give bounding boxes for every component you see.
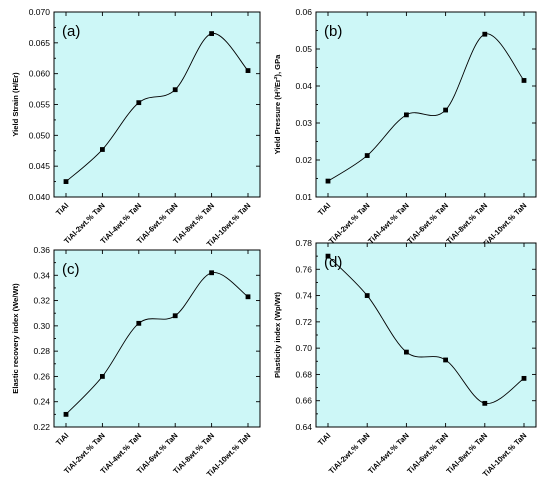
x-tick-label: TiAl [316, 201, 332, 217]
x-tick-label: TiAl-4wt.% TaN [366, 431, 411, 476]
y-tick-label: 0.68 [295, 369, 312, 379]
y-tick-label: 0.72 [295, 317, 312, 327]
data-point [482, 400, 488, 406]
y-tick-label: 0.01 [295, 192, 312, 202]
y-tick-label: 0.02 [295, 155, 312, 165]
data-point [63, 411, 69, 417]
y-tick-label: 0.76 [295, 264, 312, 274]
data-point [482, 31, 488, 37]
data-point [136, 320, 142, 326]
x-tick-label: TiAl [316, 431, 332, 447]
series-line [327, 255, 525, 404]
y-tick-label: 0.34 [33, 270, 50, 280]
panel-tag: (b) [324, 23, 342, 40]
series-line [65, 272, 249, 415]
data-point [136, 100, 142, 106]
data-point [245, 68, 251, 73]
plot-area [315, 242, 537, 428]
plot-area [53, 249, 261, 428]
data-point [245, 294, 251, 300]
x-tick-label: TiAl [54, 201, 70, 217]
y-axis-title: Elastic recovery index (We/Wt) [11, 283, 20, 394]
y-tick-label: 0.045 [29, 161, 51, 171]
y-tick-label: 0.32 [33, 296, 50, 306]
plot-area [53, 11, 261, 198]
chart-panel-3: 0.220.240.260.280.300.320.340.36TiAlTiAl… [11, 245, 261, 477]
data-point [404, 112, 409, 118]
data-point [404, 349, 409, 355]
y-axis-title: Yield Strain (H/Er) [11, 72, 20, 137]
chart-panel-1: 0.0400.0450.0500.0550.0600.0650.070TiAlT… [11, 7, 261, 249]
chart-panel-4: 0.640.660.680.700.720.740.760.78TiAlTiAl… [273, 238, 537, 477]
y-tick-label: 0.03 [295, 118, 312, 128]
data-point [100, 374, 105, 379]
series-line [65, 33, 249, 182]
y-tick-label: 0.050 [29, 130, 51, 140]
y-tick-label: 0.05 [295, 44, 312, 54]
panel-tag: (a) [62, 23, 80, 40]
data-point [364, 293, 370, 298]
y-tick-label: 0.055 [29, 100, 51, 110]
data-point [443, 357, 448, 363]
y-tick-label: 0.070 [29, 7, 51, 17]
panel-tag: (c) [62, 261, 80, 278]
data-point [364, 153, 370, 158]
data-point [172, 87, 178, 93]
x-tick-label: TiAl-2wt.% TaN [327, 201, 372, 246]
y-tick-label: 0.30 [33, 321, 50, 331]
data-point [209, 31, 214, 36]
data-point [100, 147, 105, 152]
y-tick-label: 0.060 [29, 69, 51, 79]
x-tick-label: TiAl [54, 431, 70, 447]
x-tick-label: TiAl-6wt.% TaN [405, 431, 450, 476]
plot-area [315, 11, 537, 198]
y-tick-label: 0.64 [295, 422, 312, 432]
data-point [443, 107, 448, 113]
y-tick-label: 0.22 [33, 422, 50, 432]
data-point [172, 313, 178, 319]
x-tick-label: TiAl-6wt.% TaN [405, 201, 450, 246]
data-point [209, 270, 214, 276]
y-tick-label: 0.36 [33, 245, 50, 255]
y-tick-label: 0.065 [29, 38, 51, 48]
y-axis-title: Yield Pressure (H³/Er²), GPa [273, 54, 282, 155]
y-tick-label: 0.74 [295, 291, 312, 301]
y-tick-label: 0.24 [33, 397, 50, 407]
data-point [325, 253, 331, 259]
y-tick-label: 0.28 [33, 346, 50, 356]
x-tick-label: TiAl-8wt.% TaN [445, 431, 490, 476]
data-point [63, 179, 69, 184]
data-point [521, 78, 527, 83]
y-tick-label: 0.78 [295, 238, 312, 248]
data-point [521, 375, 527, 381]
x-tick-label: TiAl-4wt.% TaN [366, 201, 411, 246]
x-tick-label: TiAl-8wt.% TaN [445, 201, 490, 246]
y-tick-label: 0.70 [295, 343, 312, 353]
y-tick-label: 0.040 [29, 192, 51, 202]
x-tick-label: TiAl-2wt.% TaN [327, 431, 372, 476]
y-tick-label: 0.06 [295, 7, 312, 17]
y-tick-label: 0.66 [295, 396, 312, 406]
y-tick-label: 0.04 [295, 81, 312, 91]
y-tick-label: 0.26 [33, 371, 50, 381]
data-point [325, 178, 331, 184]
y-axis-title: Plasticity index (Wp/Wt) [273, 292, 282, 379]
